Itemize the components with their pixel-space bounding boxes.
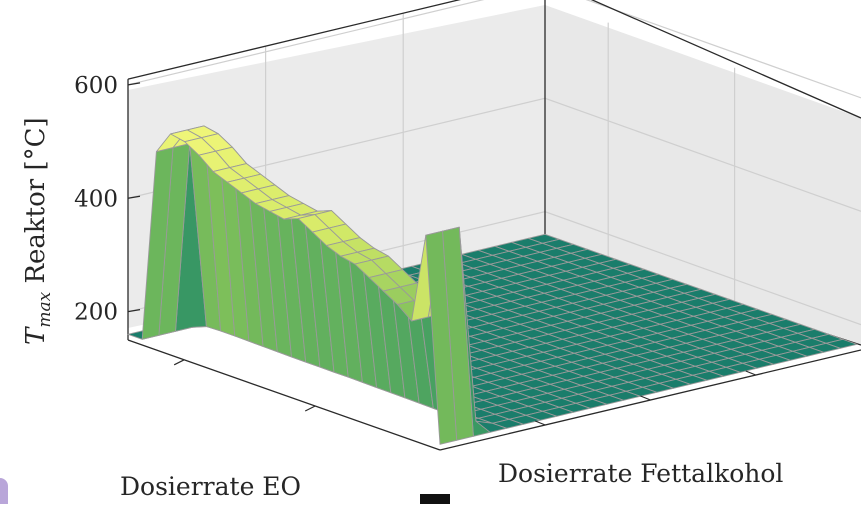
axis-frame-line	[127, 0, 461, 80]
y-tick-mark	[535, 420, 546, 426]
z-axis-ticks: 200 400 600	[74, 73, 141, 326]
floor-ticks	[173, 359, 756, 426]
z-tick-mark	[127, 82, 141, 86]
surface-mesh	[127, 125, 858, 445]
edge-decoration	[0, 478, 8, 504]
z-axis-label: Tmax Reaktor [°C]	[21, 117, 55, 345]
y-tick-mark	[640, 395, 651, 401]
surface-patch	[425, 230, 458, 445]
z-tick-mark	[127, 195, 141, 199]
z-tick-label: 200	[74, 300, 118, 326]
x-tick-mark	[173, 359, 185, 366]
z-axis-label-main: T	[21, 326, 51, 345]
z-tick-mark	[127, 309, 141, 313]
z-axis-label-sub: max	[35, 291, 55, 327]
z-tick-label: 400	[74, 186, 118, 212]
bottom-marker	[420, 494, 450, 504]
axis-frame-line	[590, 0, 861, 119]
y-tick-mark	[745, 370, 756, 376]
y-axis-label: Dosierrate Fettalkohol	[498, 459, 783, 488]
z-tick-label: 600	[74, 73, 118, 99]
z-grid-line	[127, 0, 861, 99]
x-axis-label: Dosierrate EO	[120, 472, 301, 501]
x-tick-mark	[304, 405, 316, 412]
axis-frame-line	[127, 339, 441, 451]
back-wall-right	[545, 5, 861, 345]
z-axis-label-rest: Reaktor [°C]	[21, 117, 51, 291]
